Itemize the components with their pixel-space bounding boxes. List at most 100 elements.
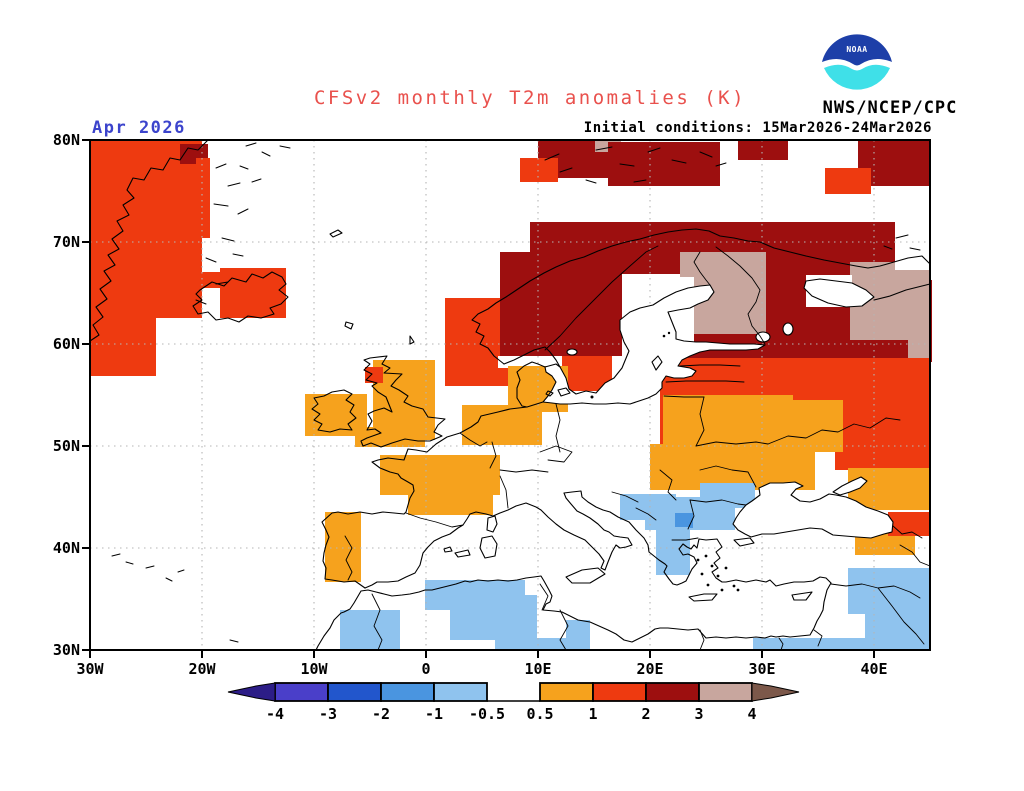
border-finland-russia bbox=[715, 246, 766, 345]
coast-corsica bbox=[486, 515, 498, 533]
anomaly-cell bbox=[90, 318, 156, 376]
anomaly-cell bbox=[373, 360, 435, 440]
legend-left-arrow bbox=[227, 682, 276, 702]
initial-conditions-label: Initial conditions: 15Mar2026-24Mar2026 bbox=[584, 120, 932, 136]
lat-tick-label: 30N bbox=[53, 641, 80, 659]
lat-tick-label: 70N bbox=[53, 233, 80, 251]
lon-tick-label: 20W bbox=[188, 660, 216, 678]
color-scale-legend: -4 -3 -2 -1 -0.5 0.5 1 2 3 4 bbox=[227, 682, 800, 723]
coast-cyprus bbox=[791, 591, 813, 601]
anomaly-cell bbox=[908, 334, 930, 360]
border-danube bbox=[689, 499, 747, 506]
coast-ireland bbox=[311, 389, 357, 433]
border-north-africa bbox=[371, 583, 823, 651]
coast-south-norway bbox=[503, 346, 561, 368]
anomaly-cell bbox=[450, 610, 498, 640]
anomaly-cell bbox=[656, 527, 690, 575]
lat-tick-label: 80N bbox=[53, 131, 80, 149]
anomaly-cell bbox=[663, 395, 793, 449]
legend-color-segment bbox=[433, 682, 488, 702]
legend-tick-label: 3 bbox=[694, 705, 703, 723]
anomaly-cell bbox=[305, 394, 367, 436]
noaa-logo-cyan-swoosh bbox=[824, 64, 890, 90]
anomaly-cell bbox=[498, 356, 562, 368]
border-turkey-east bbox=[830, 525, 931, 645]
coast-aland-1 bbox=[662, 334, 666, 338]
anomaly-cell bbox=[202, 272, 220, 288]
legend-tick-label: -4 bbox=[266, 705, 284, 723]
border-france-italy bbox=[499, 475, 509, 509]
anomaly-cell bbox=[675, 513, 693, 528]
anomaly-cell bbox=[608, 142, 720, 186]
map-frame bbox=[88, 138, 932, 652]
lake-ladoga bbox=[755, 331, 771, 343]
coast-marmara-sea bbox=[733, 537, 755, 547]
anomaly-cell bbox=[700, 483, 755, 508]
coast-africa-levant bbox=[315, 575, 832, 651]
lon-tick-label: 30W bbox=[76, 660, 104, 678]
anomaly-cell bbox=[196, 158, 210, 238]
coast-med-north bbox=[364, 490, 832, 589]
coast-sicily bbox=[565, 567, 606, 584]
lake-onega bbox=[782, 322, 794, 336]
anomaly-cell bbox=[520, 158, 558, 182]
coast-azov-sea bbox=[832, 476, 868, 496]
coast-baltic-sea bbox=[542, 284, 766, 405]
coast-sardinia bbox=[479, 535, 498, 559]
anomaly-cell bbox=[738, 140, 788, 160]
gridlines bbox=[90, 140, 930, 650]
coast-faroe bbox=[344, 321, 354, 330]
legend-color-segment bbox=[592, 682, 647, 702]
lat-tick-label: 40N bbox=[53, 539, 80, 557]
legend-tick-label: 1 bbox=[588, 705, 597, 723]
lon-tick-label: 40E bbox=[860, 660, 887, 678]
country-borders bbox=[344, 245, 931, 651]
coast-gotland bbox=[651, 355, 663, 371]
coast-denmark bbox=[516, 361, 546, 408]
anomaly-cell bbox=[753, 638, 930, 650]
coast-bornholm bbox=[590, 395, 594, 399]
legend-color-segment bbox=[539, 682, 594, 702]
anomaly-cell bbox=[895, 222, 930, 270]
anomaly-cell bbox=[855, 533, 915, 555]
coast-jan-mayen bbox=[329, 229, 343, 238]
noaa-logo-text: NOAA bbox=[846, 45, 867, 54]
coast-white-sea bbox=[803, 278, 875, 308]
legend-color-segment bbox=[698, 682, 753, 702]
legend-color-segment bbox=[645, 682, 700, 702]
border-spain-france bbox=[405, 512, 464, 528]
border-ukraine-belarus bbox=[695, 441, 769, 447]
border-sweden-finland bbox=[693, 251, 711, 286]
legend-color-segment bbox=[380, 682, 435, 702]
lon-tick-label: 30E bbox=[748, 660, 775, 678]
agency-label: NWS/NCEP/CPC bbox=[823, 98, 958, 118]
legend-tick-label: -2 bbox=[372, 705, 390, 723]
anomaly-cell bbox=[500, 638, 590, 650]
lat-tick-label: 60N bbox=[53, 335, 80, 353]
lon-tick-label: 10E bbox=[524, 660, 551, 678]
coast-black-sea bbox=[732, 481, 894, 539]
coast-aegean-islands bbox=[696, 554, 740, 592]
legend-tick-label: -0.5 bbox=[469, 705, 505, 723]
legend-tick-label: 4 bbox=[747, 705, 756, 723]
noaa-logo: NOAA bbox=[821, 21, 893, 93]
anomaly-cell bbox=[790, 400, 843, 452]
forecast-month-label: Apr 2026 bbox=[92, 118, 186, 138]
anomaly-cell bbox=[408, 470, 493, 515]
coast-danish-isles bbox=[545, 387, 571, 397]
anomaly-cell bbox=[462, 405, 542, 445]
anomaly-cell bbox=[848, 468, 930, 510]
border-spain-portugal bbox=[344, 535, 353, 581]
anomaly-cell bbox=[340, 610, 400, 650]
lat-tick-label: 50N bbox=[53, 437, 80, 455]
border-ukraine-russia bbox=[767, 417, 901, 445]
coast-iceland bbox=[192, 271, 289, 323]
coast-svalbard-fragments bbox=[544, 146, 921, 251]
lon-tick-label: 20E bbox=[636, 660, 663, 678]
border-baltics bbox=[663, 364, 745, 398]
border-poland-east bbox=[695, 396, 705, 447]
coast-aland-2 bbox=[667, 331, 671, 335]
border-norway-sweden bbox=[544, 245, 659, 351]
legend-tick-label: -1 bbox=[425, 705, 443, 723]
